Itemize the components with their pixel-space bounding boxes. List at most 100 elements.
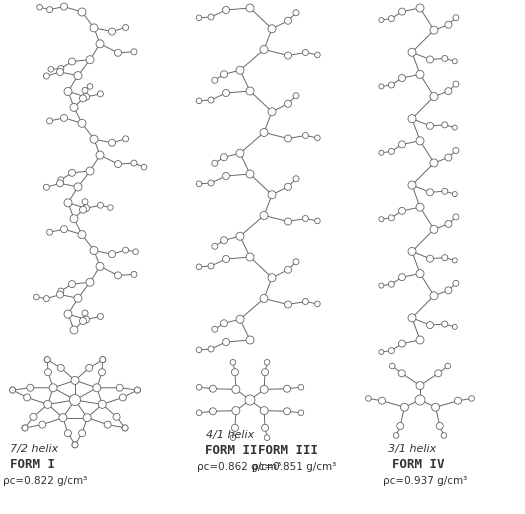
Circle shape	[285, 183, 291, 190]
Circle shape	[64, 310, 72, 318]
Circle shape	[65, 430, 71, 437]
Circle shape	[246, 170, 254, 178]
Circle shape	[82, 310, 88, 316]
Circle shape	[57, 364, 65, 372]
Circle shape	[98, 400, 106, 408]
Circle shape	[57, 180, 64, 187]
Circle shape	[432, 403, 439, 411]
Circle shape	[109, 251, 116, 258]
Circle shape	[430, 26, 438, 34]
Circle shape	[24, 394, 30, 401]
Circle shape	[430, 93, 438, 101]
Circle shape	[398, 340, 405, 347]
Circle shape	[246, 4, 254, 12]
Circle shape	[408, 181, 416, 189]
Circle shape	[90, 247, 98, 254]
Circle shape	[236, 66, 244, 74]
Circle shape	[285, 301, 291, 308]
Circle shape	[79, 318, 87, 324]
Text: FORM III: FORM III	[258, 444, 318, 457]
Circle shape	[113, 413, 120, 420]
Circle shape	[453, 59, 457, 64]
Circle shape	[100, 357, 106, 362]
Circle shape	[442, 56, 448, 62]
Circle shape	[388, 215, 394, 221]
Circle shape	[70, 326, 78, 334]
Text: 7/2 helix: 7/2 helix	[10, 444, 58, 454]
Circle shape	[82, 316, 89, 323]
Circle shape	[285, 218, 291, 225]
Circle shape	[220, 154, 227, 161]
Circle shape	[426, 189, 434, 196]
Circle shape	[261, 369, 268, 376]
Circle shape	[453, 324, 457, 329]
Circle shape	[114, 272, 121, 279]
Circle shape	[220, 237, 227, 244]
Circle shape	[98, 91, 103, 97]
Circle shape	[123, 136, 129, 142]
Circle shape	[68, 281, 76, 288]
Circle shape	[45, 369, 51, 376]
Text: FORM I: FORM I	[10, 458, 55, 471]
Circle shape	[261, 424, 268, 431]
Circle shape	[131, 160, 137, 166]
Circle shape	[68, 169, 76, 176]
Circle shape	[264, 435, 270, 440]
Circle shape	[397, 423, 404, 430]
Circle shape	[49, 384, 57, 392]
Circle shape	[60, 3, 68, 10]
Circle shape	[445, 21, 452, 28]
Text: ρc=0.862 g/cm³: ρc=0.862 g/cm³	[197, 462, 281, 472]
Circle shape	[196, 15, 202, 21]
Circle shape	[78, 231, 86, 238]
Circle shape	[453, 125, 457, 130]
Circle shape	[68, 58, 76, 65]
Circle shape	[59, 414, 67, 421]
Circle shape	[314, 301, 320, 307]
Circle shape	[260, 128, 268, 137]
Circle shape	[435, 370, 442, 377]
Circle shape	[442, 122, 448, 128]
Circle shape	[398, 8, 405, 15]
Circle shape	[260, 386, 268, 393]
Circle shape	[208, 14, 214, 20]
Circle shape	[134, 387, 140, 393]
Circle shape	[285, 52, 291, 59]
Circle shape	[388, 347, 394, 354]
Circle shape	[442, 188, 448, 194]
Circle shape	[134, 387, 140, 393]
Circle shape	[268, 274, 276, 282]
Circle shape	[141, 164, 147, 170]
Circle shape	[379, 350, 384, 355]
Circle shape	[71, 376, 79, 384]
Circle shape	[230, 435, 236, 440]
Circle shape	[72, 442, 78, 448]
Circle shape	[390, 363, 395, 369]
Circle shape	[302, 49, 308, 56]
Circle shape	[293, 93, 299, 99]
Circle shape	[78, 8, 86, 16]
Circle shape	[220, 71, 227, 78]
Circle shape	[99, 369, 106, 376]
Circle shape	[109, 139, 116, 146]
Circle shape	[441, 433, 447, 438]
Circle shape	[285, 135, 291, 142]
Circle shape	[82, 199, 88, 205]
Text: ρc=0.822 g/cm³: ρc=0.822 g/cm³	[3, 476, 87, 486]
Circle shape	[298, 410, 304, 415]
Circle shape	[408, 115, 416, 123]
Circle shape	[212, 243, 218, 249]
Circle shape	[426, 322, 434, 328]
Circle shape	[119, 394, 127, 401]
Circle shape	[131, 271, 137, 278]
Circle shape	[96, 40, 104, 48]
Circle shape	[408, 247, 416, 255]
Circle shape	[430, 292, 438, 300]
Circle shape	[230, 359, 236, 365]
Circle shape	[209, 385, 216, 392]
Circle shape	[58, 65, 64, 71]
Circle shape	[408, 314, 416, 322]
Circle shape	[426, 122, 434, 130]
Circle shape	[453, 192, 457, 196]
Circle shape	[236, 232, 244, 240]
